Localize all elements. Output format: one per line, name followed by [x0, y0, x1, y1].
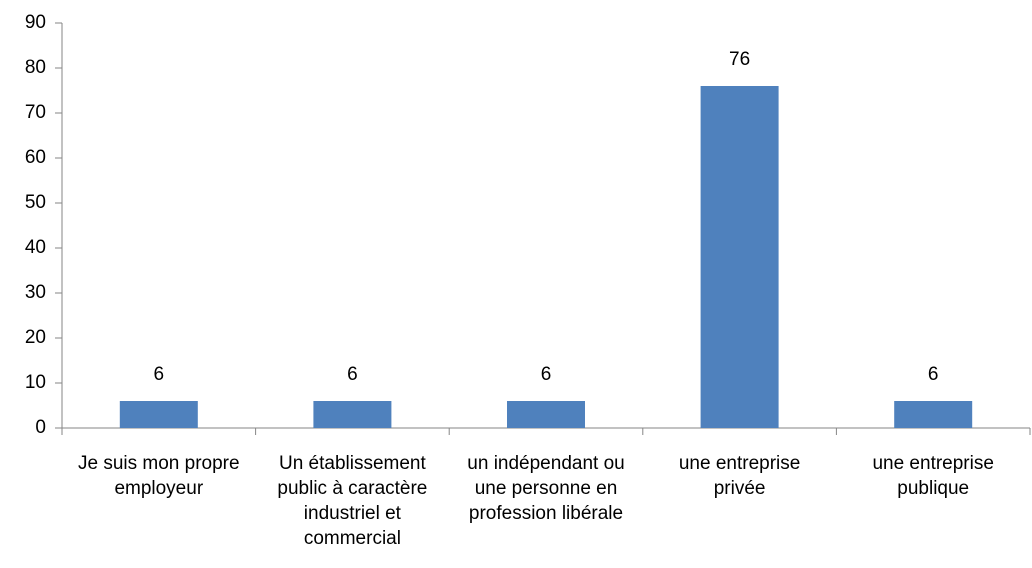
- bar: [313, 401, 392, 428]
- x-tick-label: Je suis mon propre employeur: [78, 453, 240, 499]
- x-tick-label: une entreprise publique: [872, 453, 994, 499]
- x-tick-label: une entreprise privée: [678, 453, 801, 499]
- y-tick-label: 60: [25, 147, 46, 168]
- bar: [507, 401, 585, 428]
- y-tick-label: 20: [25, 327, 46, 348]
- y-tick-label: 30: [25, 282, 46, 303]
- y-tick-label: 90: [25, 12, 46, 33]
- bar: [119, 401, 198, 428]
- data-label: 6: [154, 364, 165, 385]
- y-tick-label: 10: [25, 372, 46, 393]
- bar: [700, 86, 779, 428]
- data-label: 6: [347, 364, 358, 385]
- y-tick-label: 70: [25, 102, 46, 123]
- y-tick-label: 80: [25, 57, 46, 78]
- y-tick-label: 40: [25, 237, 46, 258]
- data-label: 6: [541, 364, 552, 385]
- data-label: 76: [729, 49, 750, 70]
- y-tick-label: 0: [35, 417, 46, 438]
- y-tick-label: 50: [25, 192, 46, 213]
- x-tick-label: Un établissement public à caractère indu…: [277, 453, 428, 549]
- data-label: 6: [928, 364, 939, 385]
- x-tick-label: un indépendant ou une personne en profes…: [467, 453, 625, 524]
- bar: [894, 401, 973, 428]
